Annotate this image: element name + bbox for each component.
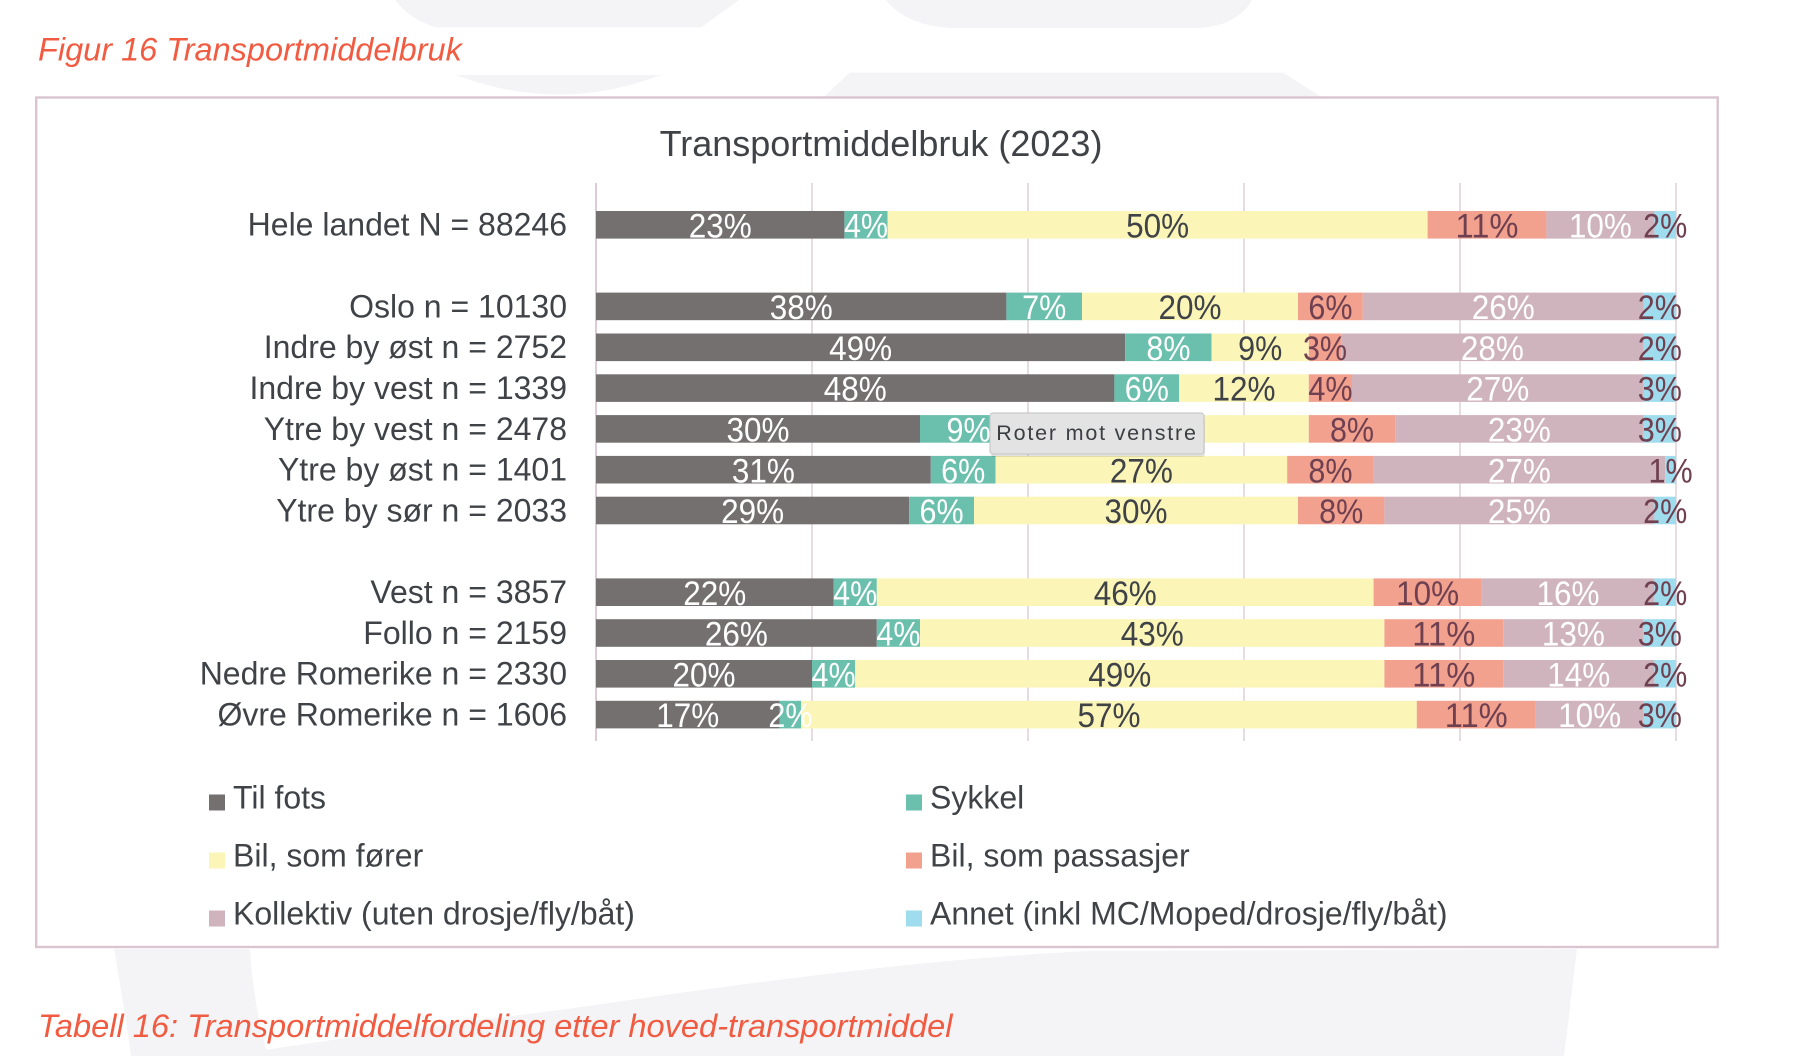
svg-text:3%: 3% — [1638, 412, 1682, 450]
svg-text:6%: 6% — [920, 493, 964, 531]
svg-text:6%: 6% — [1125, 371, 1169, 409]
svg-text:Tabell 16: Transportmiddelford: Tabell 16: Transportmiddelfordeling ette… — [38, 1007, 953, 1044]
svg-text:8%: 8% — [1146, 330, 1190, 368]
svg-text:50%: 50% — [1126, 207, 1189, 245]
svg-text:31%: 31% — [732, 452, 795, 490]
svg-text:Roter mot venstre: Roter mot venstre — [996, 421, 1197, 445]
svg-text:12%: 12% — [1213, 371, 1276, 409]
svg-text:48%: 48% — [824, 371, 887, 409]
svg-text:Bil, som passasjer: Bil, som passasjer — [930, 838, 1190, 874]
svg-text:Oslo n = 10130: Oslo n = 10130 — [349, 288, 567, 324]
svg-text:9%: 9% — [1238, 330, 1282, 368]
svg-text:8%: 8% — [1319, 493, 1363, 531]
svg-text:Ytre by vest n = 2478: Ytre by vest n = 2478 — [264, 411, 567, 447]
svg-text:2%: 2% — [1643, 656, 1687, 694]
svg-text:2%: 2% — [1638, 289, 1682, 327]
svg-text:4%: 4% — [876, 616, 920, 654]
svg-text:49%: 49% — [829, 330, 892, 368]
svg-text:43%: 43% — [1121, 616, 1184, 654]
svg-text:Hele landet N = 88246: Hele landet N = 88246 — [248, 207, 567, 243]
svg-text:7%: 7% — [1022, 289, 1066, 327]
svg-text:Til fots: Til fots — [233, 780, 326, 816]
svg-text:23%: 23% — [689, 207, 752, 245]
svg-text:3%: 3% — [1638, 371, 1682, 409]
svg-text:2%: 2% — [1638, 330, 1682, 368]
svg-text:Øvre Romerike n = 1606: Øvre Romerike n = 1606 — [218, 697, 568, 733]
svg-text:27%: 27% — [1110, 452, 1173, 490]
svg-text:10%: 10% — [1396, 575, 1459, 613]
svg-text:13%: 13% — [1542, 616, 1605, 654]
svg-text:4%: 4% — [812, 656, 856, 694]
svg-text:4%: 4% — [833, 575, 877, 613]
svg-text:26%: 26% — [705, 616, 768, 654]
svg-text:Indre by øst n = 2752: Indre by øst n = 2752 — [264, 329, 567, 365]
svg-text:Transportmiddelbruk (2023): Transportmiddelbruk (2023) — [660, 123, 1103, 164]
svg-text:Vest n = 3857: Vest n = 3857 — [370, 574, 567, 610]
svg-text:11%: 11% — [1412, 656, 1475, 694]
svg-text:38%: 38% — [770, 289, 833, 327]
svg-text:2%: 2% — [768, 697, 812, 735]
svg-text:17%: 17% — [656, 697, 719, 735]
svg-text:23%: 23% — [1488, 412, 1551, 450]
svg-text:28%: 28% — [1461, 330, 1524, 368]
svg-text:46%: 46% — [1094, 575, 1157, 613]
svg-text:Annet (inkl MC/Moped/drosje/fl: Annet (inkl MC/Moped/drosje/fly/båt) — [930, 896, 1448, 932]
svg-text:26%: 26% — [1472, 289, 1535, 327]
svg-text:Kollektiv (uten drosje/fly/båt: Kollektiv (uten drosje/fly/båt) — [233, 896, 635, 932]
svg-text:9%: 9% — [947, 412, 991, 450]
svg-text:14%: 14% — [1547, 656, 1610, 694]
svg-text:1%: 1% — [1649, 452, 1693, 490]
svg-text:30%: 30% — [1105, 493, 1168, 531]
svg-text:11%: 11% — [1412, 616, 1475, 654]
svg-text:20%: 20% — [1159, 289, 1222, 327]
svg-text:6%: 6% — [941, 452, 985, 490]
svg-text:Sykkel: Sykkel — [930, 780, 1024, 816]
svg-text:3%: 3% — [1303, 330, 1347, 368]
svg-text:Bil, som fører: Bil, som fører — [233, 838, 424, 874]
svg-text:4%: 4% — [844, 207, 888, 245]
svg-text:Figur 16 Transportmiddelbruk: Figur 16 Transportmiddelbruk — [38, 31, 464, 67]
svg-text:Nedre Romerike n = 2330: Nedre Romerike n = 2330 — [200, 656, 567, 692]
svg-text:6%: 6% — [1308, 289, 1352, 327]
svg-text:8%: 8% — [1330, 412, 1374, 450]
svg-text:10%: 10% — [1558, 697, 1621, 735]
svg-text:22%: 22% — [683, 575, 746, 613]
svg-text:29%: 29% — [721, 493, 784, 531]
svg-text:27%: 27% — [1488, 452, 1551, 490]
svg-text:25%: 25% — [1488, 493, 1551, 531]
svg-text:57%: 57% — [1078, 697, 1141, 735]
svg-text:Indre by vest n = 1339: Indre by vest n = 1339 — [249, 370, 567, 406]
svg-text:2%: 2% — [1643, 575, 1687, 613]
svg-text:3%: 3% — [1638, 697, 1682, 735]
svg-text:27%: 27% — [1466, 371, 1529, 409]
svg-text:10%: 10% — [1569, 207, 1632, 245]
svg-text:30%: 30% — [727, 412, 790, 450]
svg-text:11%: 11% — [1445, 697, 1508, 735]
svg-text:8%: 8% — [1308, 452, 1352, 490]
svg-text:2%: 2% — [1643, 207, 1687, 245]
svg-text:Follo n = 2159: Follo n = 2159 — [363, 615, 567, 651]
svg-text:11%: 11% — [1456, 207, 1519, 245]
svg-text:2%: 2% — [1643, 493, 1687, 531]
svg-text:16%: 16% — [1537, 575, 1600, 613]
svg-text:20%: 20% — [673, 656, 736, 694]
svg-text:4%: 4% — [1308, 371, 1352, 409]
svg-text:Ytre by sør n = 2033: Ytre by sør n = 2033 — [276, 492, 567, 528]
svg-text:3%: 3% — [1638, 616, 1682, 654]
svg-text:49%: 49% — [1088, 656, 1151, 694]
svg-text:Ytre by øst n = 1401: Ytre by øst n = 1401 — [278, 452, 567, 488]
